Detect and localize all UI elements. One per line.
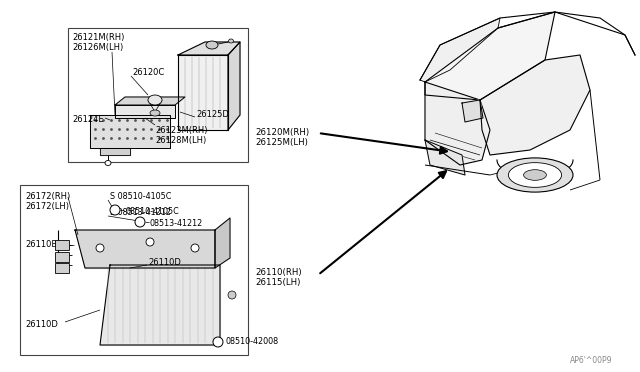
Text: S: S — [113, 207, 117, 213]
Text: AP6'^00P9: AP6'^00P9 — [570, 356, 612, 365]
Ellipse shape — [228, 291, 236, 299]
Text: 26121M(RH): 26121M(RH) — [72, 33, 124, 42]
Text: 26110D: 26110D — [25, 320, 58, 329]
Polygon shape — [480, 55, 590, 155]
Ellipse shape — [497, 158, 573, 192]
Text: S: S — [148, 240, 152, 244]
Text: 26110B: 26110B — [25, 240, 57, 249]
Polygon shape — [115, 105, 175, 118]
Ellipse shape — [148, 95, 162, 105]
Text: S 08510-4105C: S 08510-4105C — [110, 192, 172, 201]
Bar — [20, 185, 248, 355]
Text: 26115(LH): 26115(LH) — [255, 278, 300, 287]
Text: 08510-4105C: 08510-4105C — [125, 207, 179, 216]
Ellipse shape — [524, 170, 547, 180]
Bar — [55, 263, 69, 273]
Text: 26124E: 26124E — [72, 115, 104, 124]
Bar — [55, 252, 69, 262]
Polygon shape — [115, 97, 185, 105]
Bar — [68, 28, 248, 162]
Text: S 08513-41212: S 08513-41212 — [110, 208, 171, 217]
Text: 26120M(RH): 26120M(RH) — [255, 128, 309, 137]
Text: 08510-42008: 08510-42008 — [225, 337, 278, 346]
Polygon shape — [100, 148, 130, 155]
Text: 26120C: 26120C — [132, 68, 164, 77]
Bar — [55, 240, 69, 250]
Ellipse shape — [150, 110, 160, 116]
Text: S: S — [99, 246, 102, 250]
Text: 26110D: 26110D — [148, 258, 181, 267]
Ellipse shape — [146, 238, 154, 246]
Text: 26123M(RH): 26123M(RH) — [155, 126, 207, 135]
Polygon shape — [178, 42, 240, 55]
Ellipse shape — [110, 205, 120, 215]
Ellipse shape — [105, 160, 111, 166]
Text: 26126M(LH): 26126M(LH) — [72, 43, 124, 52]
Text: 26172(LH): 26172(LH) — [25, 202, 69, 211]
Polygon shape — [425, 140, 465, 175]
Ellipse shape — [508, 163, 562, 187]
Text: 08513-41212: 08513-41212 — [150, 219, 204, 228]
Polygon shape — [75, 230, 215, 268]
Polygon shape — [178, 55, 228, 130]
Polygon shape — [425, 12, 555, 100]
Text: 26128M(LH): 26128M(LH) — [155, 136, 206, 145]
Polygon shape — [90, 115, 170, 148]
Ellipse shape — [135, 217, 145, 227]
Ellipse shape — [213, 337, 223, 347]
Text: S: S — [216, 339, 220, 345]
Text: S: S — [193, 246, 196, 250]
Polygon shape — [228, 42, 240, 130]
Text: 26172(RH): 26172(RH) — [25, 192, 70, 201]
Text: 26110(RH): 26110(RH) — [255, 268, 301, 277]
Text: 26125M(LH): 26125M(LH) — [255, 138, 308, 147]
Ellipse shape — [191, 244, 199, 252]
Ellipse shape — [206, 41, 218, 49]
Polygon shape — [425, 82, 490, 165]
Polygon shape — [100, 265, 220, 345]
Text: S: S — [138, 219, 142, 225]
Ellipse shape — [96, 244, 104, 252]
Polygon shape — [420, 18, 500, 82]
Polygon shape — [462, 100, 483, 122]
Text: R: R — [153, 97, 157, 103]
Polygon shape — [215, 218, 230, 268]
Ellipse shape — [228, 39, 234, 43]
Text: 26125D: 26125D — [196, 110, 229, 119]
